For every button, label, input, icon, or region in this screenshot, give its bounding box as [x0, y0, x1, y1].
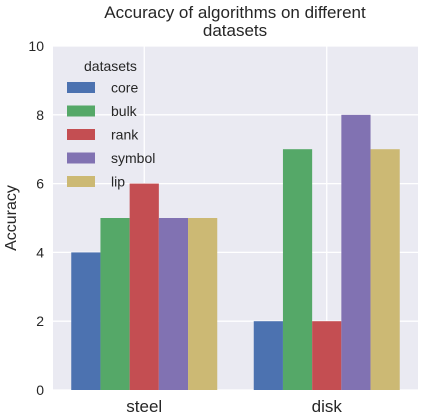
legend-title: datasets [84, 58, 137, 74]
y-tick-label: 6 [36, 176, 44, 192]
y-tick-label: 10 [28, 38, 44, 54]
legend-label-core: core [111, 80, 138, 96]
legend-swatch-bulk [67, 105, 95, 117]
legend-swatch-rank [67, 129, 95, 140]
bar-core-steel [71, 252, 101, 390]
y-tick-label: 4 [36, 244, 44, 260]
legend: datasets core bulk rank symbol lip [67, 58, 155, 190]
x-axis-ticks: steel disk [126, 397, 342, 414]
legend-swatch-lip [67, 176, 95, 187]
x-tick-label: disk [312, 397, 343, 414]
bars [71, 114, 400, 391]
bar-symbol-steel [158, 218, 189, 390]
bar-lip-disk [370, 149, 400, 390]
x-tick-label: steel [126, 397, 162, 414]
bar-bulk-steel [100, 218, 130, 390]
legend-swatch-core [67, 82, 95, 93]
bar-lip-steel [188, 218, 218, 390]
legend-label-bulk: bulk [111, 103, 138, 119]
bar-bulk-disk [282, 149, 313, 390]
y-tick-label: 8 [36, 107, 44, 123]
chart-title-line-2: datasets [203, 21, 267, 40]
legend-label-lip: lip [111, 174, 125, 190]
bar-rank-steel [129, 183, 159, 390]
y-tick-label: 2 [36, 313, 44, 329]
legend-label-rank: rank [111, 127, 139, 143]
legend-label-symbol: symbol [111, 150, 155, 166]
chart-title-line-1: Accuracy of algorithms on different [104, 3, 366, 22]
bar-core-disk [253, 321, 283, 390]
bar-rank-disk [312, 321, 342, 390]
y-tick-label: 0 [36, 382, 44, 398]
bar-symbol-disk [341, 114, 371, 391]
legend-swatch-symbol [67, 152, 95, 164]
y-axis-label: Accuracy [3, 185, 20, 251]
y-axis-ticks: 0 2 4 6 8 10 [28, 38, 44, 398]
